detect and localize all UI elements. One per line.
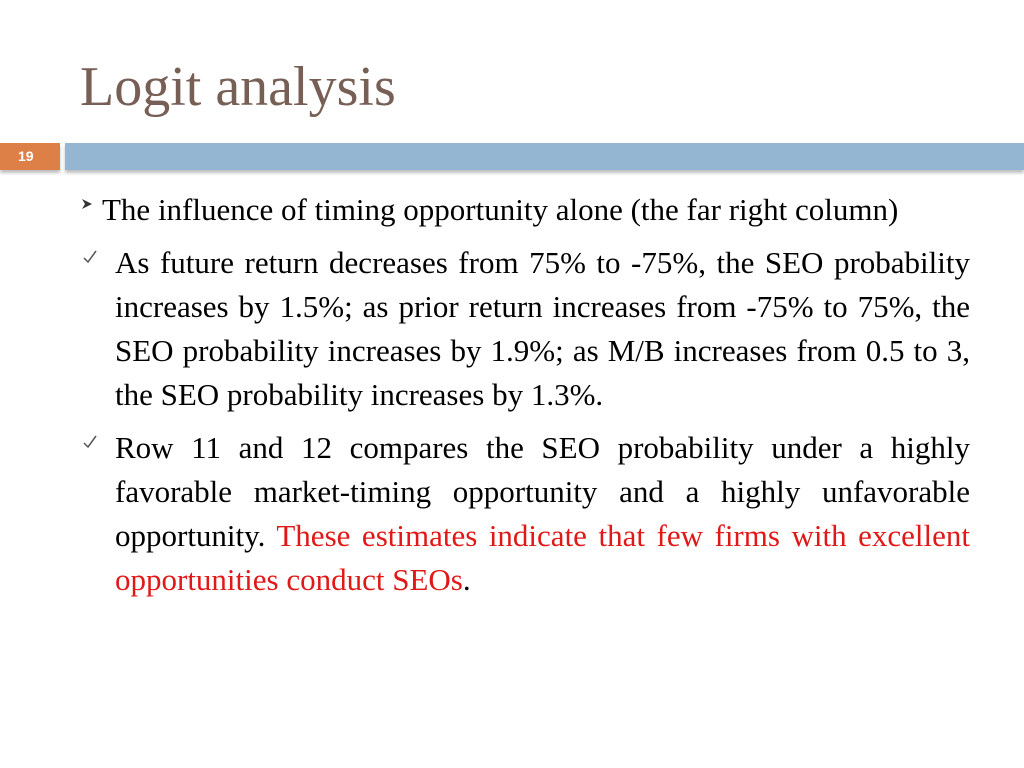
slide-number-box: 19 xyxy=(0,143,60,170)
bullet-text: As future return decreases from 75% to -… xyxy=(115,245,970,412)
slide-number: 19 xyxy=(18,148,34,164)
check-marker xyxy=(83,250,97,264)
bullet: As future return decreases from 75% to -… xyxy=(80,241,970,417)
highlighted-text: These estimates indicate that few firms … xyxy=(115,518,970,597)
bullet-text: Row 11 and 12 compares the SEO probabili… xyxy=(115,430,970,553)
bullet: Row 11 and 12 compares the SEO probabili… xyxy=(80,426,970,602)
title-bar xyxy=(65,143,1024,170)
check-marker xyxy=(83,435,97,449)
bullet-end: . xyxy=(462,562,471,597)
slide-title: Logit analysis xyxy=(80,56,396,118)
slide-body: The influence of timing opportunity alon… xyxy=(80,188,970,611)
arrow-marker xyxy=(82,199,92,209)
bullet: The influence of timing opportunity alon… xyxy=(80,188,970,232)
bullet-text: The influence of timing opportunity alon… xyxy=(102,192,899,227)
